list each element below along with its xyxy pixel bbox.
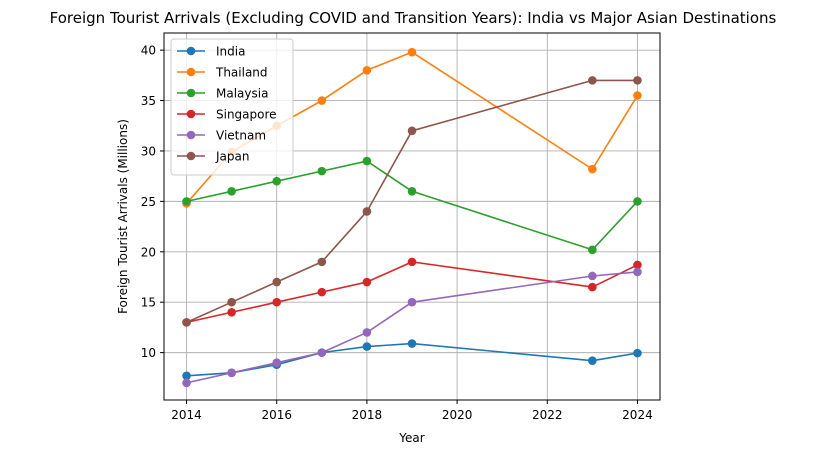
- india-point: [362, 342, 372, 351]
- japan-point: [633, 76, 642, 85]
- japan-point: [182, 318, 191, 327]
- thailand-point: [407, 47, 417, 57]
- thailand-point: [633, 91, 642, 100]
- singapore-point: [588, 282, 597, 292]
- thailand-point: [317, 96, 327, 105]
- legend-box: [170, 38, 294, 176]
- axis-ticks: 2014 2016 2018 2020 2022 2024 10 15 20 25 30 35 40: [141, 44, 653, 422]
- malaysia-point: [317, 166, 327, 176]
- x-axis-title: Year: [398, 431, 424, 445]
- singapore-line: [186, 261, 638, 324]
- legend: India Thailand Malaysia Singapore Vietnam Jap…: [170, 38, 294, 176]
- india-point: [633, 348, 642, 358]
- thailand-point: [362, 66, 372, 75]
- x-tick-label: 2020: [442, 408, 473, 422]
- series-india: [182, 339, 642, 381]
- singapore-point: [362, 277, 372, 287]
- chart-title: Foreign Tourist Arrivals (Excluding COVI…: [50, 9, 777, 27]
- y-tick-label: 35: [141, 94, 156, 108]
- x-tick-label: 2016: [261, 408, 292, 422]
- malaysia-point: [227, 186, 236, 196]
- malaysia-point: [633, 197, 642, 206]
- malaysia-point: [182, 197, 191, 206]
- japan-point: [227, 297, 236, 307]
- india-point: [182, 371, 191, 381]
- y-tick-label: 25: [141, 195, 156, 209]
- x-tick-label: 2024: [622, 408, 653, 422]
- singapore-point: [407, 257, 417, 267]
- y-tick-label: 40: [141, 44, 156, 58]
- y-axis-title: Foreign Tourist Arrivals (Millions): [116, 119, 130, 314]
- legend-label-india: India: [216, 45, 245, 59]
- series-singapore: [182, 257, 642, 327]
- vietnam-point: [227, 368, 236, 378]
- legend-marker-singapore: [186, 109, 196, 119]
- plot-area-frame: [163, 32, 661, 401]
- legend-marker-malaysia: [186, 88, 196, 98]
- legend-label-japan: Japan: [215, 150, 249, 164]
- vietnam-point: [272, 358, 282, 367]
- x-tick-label: 2018: [352, 408, 383, 422]
- vietnam-point: [588, 271, 597, 281]
- y-tick-label: 20: [141, 245, 156, 259]
- malaysia-line: [186, 160, 639, 251]
- y-tick-label: 30: [141, 144, 156, 158]
- vietnam-point: [182, 378, 191, 388]
- vietnam-point: [407, 297, 417, 307]
- singapore-point: [272, 297, 282, 307]
- japan-line: [186, 79, 638, 324]
- series-malaysia: [182, 156, 642, 255]
- y-tick-label: 15: [141, 296, 156, 310]
- india-line: [186, 342, 638, 377]
- legend-label-thailand: Thailand: [215, 66, 268, 80]
- vietnam-line: [186, 271, 638, 384]
- vietnam-point: [317, 348, 327, 357]
- malaysia-point: [588, 245, 597, 255]
- thailand-point: [588, 164, 597, 174]
- vietnam-point: [633, 267, 642, 277]
- legend-label-malaysia: Malaysia: [216, 87, 268, 101]
- series-japan: [182, 76, 642, 327]
- legend-marker-vietnam: [186, 130, 196, 140]
- y-tick-label: 10: [141, 346, 156, 360]
- vietnam-point: [362, 328, 372, 337]
- singapore-point: [317, 287, 327, 297]
- india-point: [407, 339, 417, 348]
- legend-marker-thailand: [186, 67, 196, 77]
- japan-point: [317, 257, 327, 267]
- legend-label-singapore: Singapore: [216, 108, 277, 122]
- malaysia-point: [272, 176, 282, 186]
- japan-point: [407, 126, 417, 136]
- legend-marker-india: [186, 46, 196, 56]
- japan-point: [588, 76, 597, 85]
- singapore-point: [227, 307, 236, 317]
- japan-point: [362, 207, 372, 216]
- series-group: [182, 47, 642, 388]
- japan-point: [272, 277, 282, 287]
- legend-label-vietnam: Vietnam: [216, 129, 266, 143]
- malaysia-point: [407, 186, 417, 196]
- x-tick-label: 2014: [171, 408, 202, 422]
- singapore-point: [633, 260, 642, 270]
- x-tick-label: 2022: [532, 408, 563, 422]
- malaysia-point: [362, 156, 372, 166]
- india-point: [588, 356, 597, 365]
- legend-marker-japan: [186, 151, 196, 161]
- series-vietnam: [182, 267, 642, 388]
